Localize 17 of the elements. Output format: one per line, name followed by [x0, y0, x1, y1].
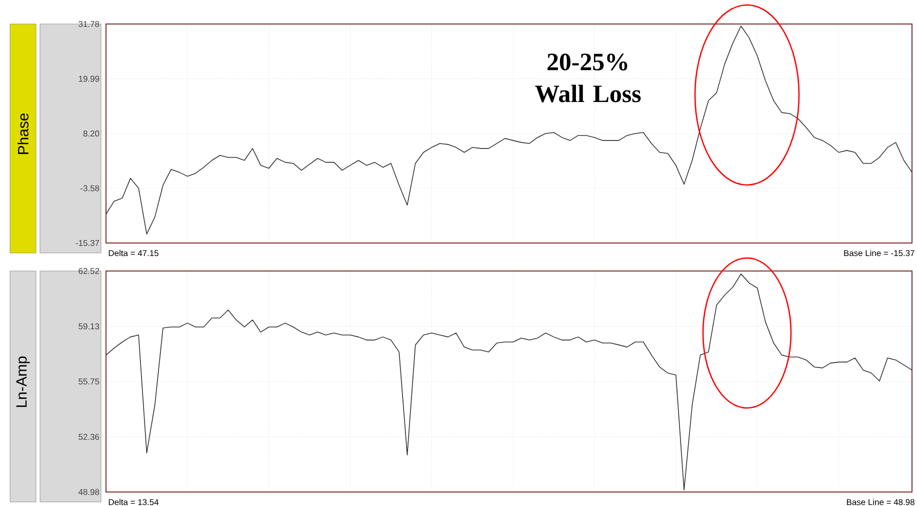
y-tick-label: 55.75: [78, 378, 100, 384]
annotation: 20-25% Wall Loss: [535, 54, 641, 102]
text: Delta = 47.15: [108, 250, 158, 256]
y-tick-label: 48.98: [78, 489, 100, 495]
y-axis-title: Phase: [18, 113, 28, 154]
text: Base Line = -15.37: [844, 250, 914, 256]
y-tick-label: 8.20: [83, 130, 100, 137]
text: Delta = 13.54: [108, 498, 159, 506]
y-tick-label: 31.78: [78, 21, 100, 27]
y-tick-label: 19.99: [78, 76, 100, 82]
y-tick-label: 52.36: [78, 434, 100, 440]
y-tick-label: 62.52: [78, 268, 100, 274]
y-axis-title: Ln-Amp: [16, 356, 30, 407]
text: Base Line = 48.98: [846, 498, 914, 506]
y-tick-label: 59.13: [78, 323, 100, 330]
y-tick-label: -15.37: [76, 240, 100, 246]
y-tick-label: -3.58: [80, 185, 100, 192]
